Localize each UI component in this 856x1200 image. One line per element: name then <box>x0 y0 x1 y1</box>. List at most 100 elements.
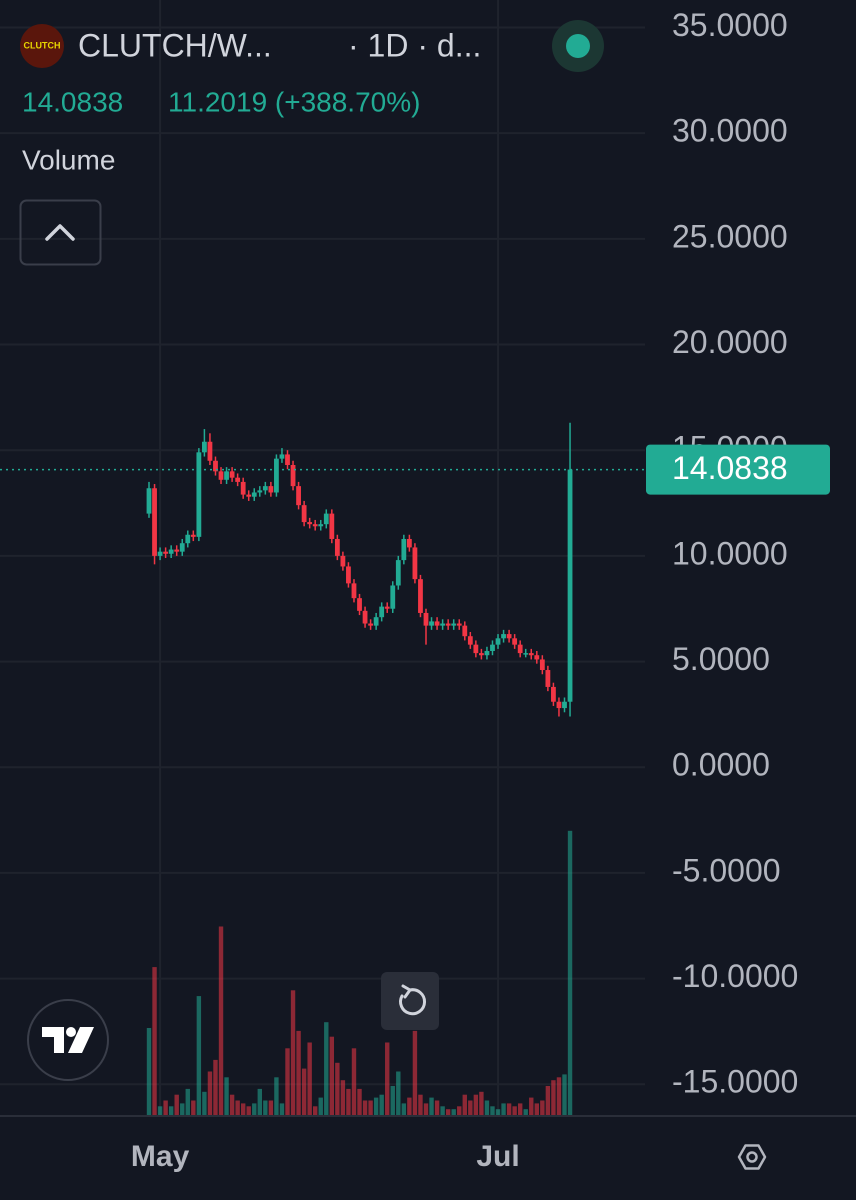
candle-body <box>323 513 329 525</box>
candle-body <box>534 655 540 660</box>
reset-button[interactable] <box>381 972 439 1030</box>
candle-body <box>152 488 157 556</box>
price-label: 14.0838 <box>672 450 788 486</box>
candle-body <box>312 524 318 527</box>
candle-body <box>512 638 518 645</box>
candle-body <box>567 469 573 702</box>
volume-bar <box>329 1036 335 1115</box>
volume-bar <box>268 1100 274 1115</box>
candle-body <box>528 653 534 656</box>
candle-body <box>434 621 440 626</box>
volume-bar <box>534 1103 539 1115</box>
interval[interactable]: · 1D · d... <box>348 27 481 63</box>
symbol-title[interactable]: CLUTCH/W... <box>78 27 272 63</box>
candle-body <box>185 534 191 544</box>
candle-body <box>262 486 268 491</box>
candle-body <box>334 538 340 556</box>
volume-bar <box>501 1103 506 1115</box>
candle-body <box>251 492 257 497</box>
volume-bar <box>385 1042 390 1115</box>
candle-body <box>268 486 274 493</box>
tradingview-logo[interactable] <box>27 999 109 1081</box>
volume-bar <box>445 1109 451 1115</box>
volume-bar <box>484 1100 490 1115</box>
candle-body <box>462 625 468 637</box>
candle-body <box>301 505 307 523</box>
candle-body <box>235 477 241 482</box>
volume-bar <box>185 1088 190 1115</box>
volume-bar <box>545 1086 551 1115</box>
volume-bar <box>257 1088 262 1115</box>
candle-body <box>196 452 202 537</box>
volume-bar <box>379 1094 384 1115</box>
y-tick-label: 0.0000 <box>672 747 770 783</box>
candle-body <box>523 653 529 655</box>
volume-bar <box>307 1042 312 1115</box>
volume-bar <box>462 1094 467 1115</box>
candle-body <box>274 458 279 493</box>
volume-bar <box>567 830 573 1115</box>
candle-body <box>473 644 479 654</box>
price-label-box <box>646 444 830 495</box>
candle-body <box>562 701 567 709</box>
volume-bar <box>451 1109 456 1115</box>
candle-body <box>207 441 213 461</box>
candle-body <box>423 612 429 626</box>
candle-body <box>440 623 446 626</box>
y-tick-label: -15.0000 <box>672 1064 798 1100</box>
volume-bar <box>240 1103 246 1115</box>
candle-body <box>279 454 285 459</box>
candle-body <box>157 551 163 556</box>
status-dot <box>566 34 590 58</box>
volume-bar <box>168 1106 174 1115</box>
candle-body <box>501 634 506 639</box>
collapse-button[interactable] <box>19 199 102 266</box>
x-tick-label: May <box>131 1140 190 1173</box>
volume-bar <box>146 1028 152 1115</box>
volume-bar <box>423 1103 429 1115</box>
candle-body <box>240 481 246 495</box>
volume-label: Volume <box>22 144 115 175</box>
y-tick-label: -10.0000 <box>672 958 798 994</box>
y-tick-label: 35.0000 <box>672 7 788 43</box>
candle-body <box>456 623 462 626</box>
candle-body <box>146 488 152 514</box>
candle-body <box>373 617 379 626</box>
last-price: 14.0838 <box>22 86 123 117</box>
volume-bar <box>506 1103 512 1115</box>
volume-bar <box>512 1106 517 1115</box>
volume-bar <box>263 1100 268 1115</box>
candle-body <box>285 454 290 465</box>
volume-bar <box>274 1077 279 1115</box>
candle-body <box>490 644 495 651</box>
volume-bar <box>529 1097 534 1115</box>
volume-bar <box>479 1091 484 1115</box>
candle-body <box>202 441 207 453</box>
volume-bar <box>368 1100 373 1115</box>
volume-bar <box>218 926 224 1115</box>
settings-button[interactable] <box>737 1144 767 1170</box>
y-tick-label: 30.0000 <box>672 113 788 149</box>
volume-bar <box>301 1068 307 1115</box>
candle-layer <box>0 422 645 717</box>
volume-bar <box>191 1100 196 1115</box>
volume-bar <box>401 1103 407 1115</box>
candle-body <box>213 460 218 472</box>
volume-bar <box>495 1109 501 1115</box>
volume-bar <box>362 1100 368 1115</box>
volume-bar <box>296 1030 301 1115</box>
candle-body <box>545 670 551 687</box>
candle-body <box>506 634 512 639</box>
candle-body <box>290 465 296 487</box>
candle-body <box>556 701 562 709</box>
volume-bar <box>196 996 202 1115</box>
candle-body <box>445 623 451 626</box>
volume-bar <box>229 1094 235 1115</box>
candle-body <box>168 549 174 554</box>
candle-body <box>329 513 335 539</box>
candle-body <box>246 494 252 497</box>
volume-bar <box>224 1077 229 1115</box>
volume-bar <box>407 1097 412 1115</box>
